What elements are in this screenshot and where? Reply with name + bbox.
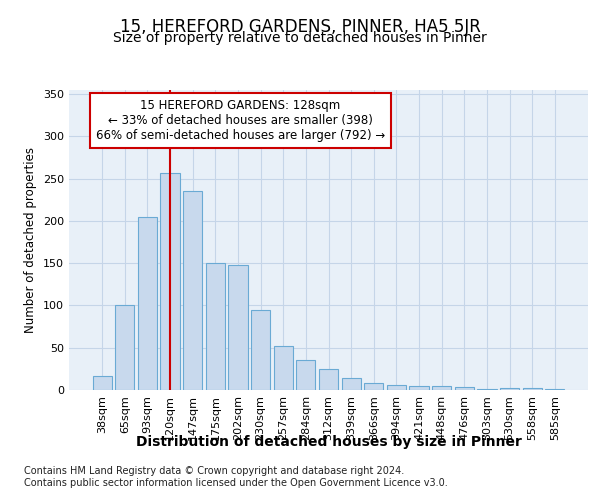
Text: 15 HEREFORD GARDENS: 128sqm
← 33% of detached houses are smaller (398)
66% of se: 15 HEREFORD GARDENS: 128sqm ← 33% of det…: [95, 99, 385, 142]
Bar: [183, 192, 202, 390]
Bar: [500, 388, 519, 390]
Bar: [251, 310, 270, 390]
Bar: [274, 346, 293, 390]
Bar: [387, 385, 406, 390]
Bar: [364, 383, 383, 390]
Bar: [523, 388, 542, 390]
Bar: [206, 263, 225, 390]
Y-axis label: Number of detached properties: Number of detached properties: [25, 147, 37, 333]
Text: Contains HM Land Registry data © Crown copyright and database right 2024.
Contai: Contains HM Land Registry data © Crown c…: [24, 466, 448, 487]
Text: 15, HEREFORD GARDENS, PINNER, HA5 5JR: 15, HEREFORD GARDENS, PINNER, HA5 5JR: [119, 18, 481, 36]
Text: Size of property relative to detached houses in Pinner: Size of property relative to detached ho…: [113, 31, 487, 45]
Bar: [92, 376, 112, 390]
Bar: [160, 173, 180, 390]
Bar: [229, 265, 248, 390]
Bar: [545, 389, 565, 390]
Bar: [319, 369, 338, 390]
Text: Distribution of detached houses by size in Pinner: Distribution of detached houses by size …: [136, 435, 522, 449]
Bar: [455, 386, 474, 390]
Bar: [296, 360, 316, 390]
Bar: [341, 378, 361, 390]
Bar: [138, 217, 157, 390]
Bar: [477, 389, 497, 390]
Bar: [432, 386, 451, 390]
Bar: [409, 386, 428, 390]
Bar: [115, 306, 134, 390]
